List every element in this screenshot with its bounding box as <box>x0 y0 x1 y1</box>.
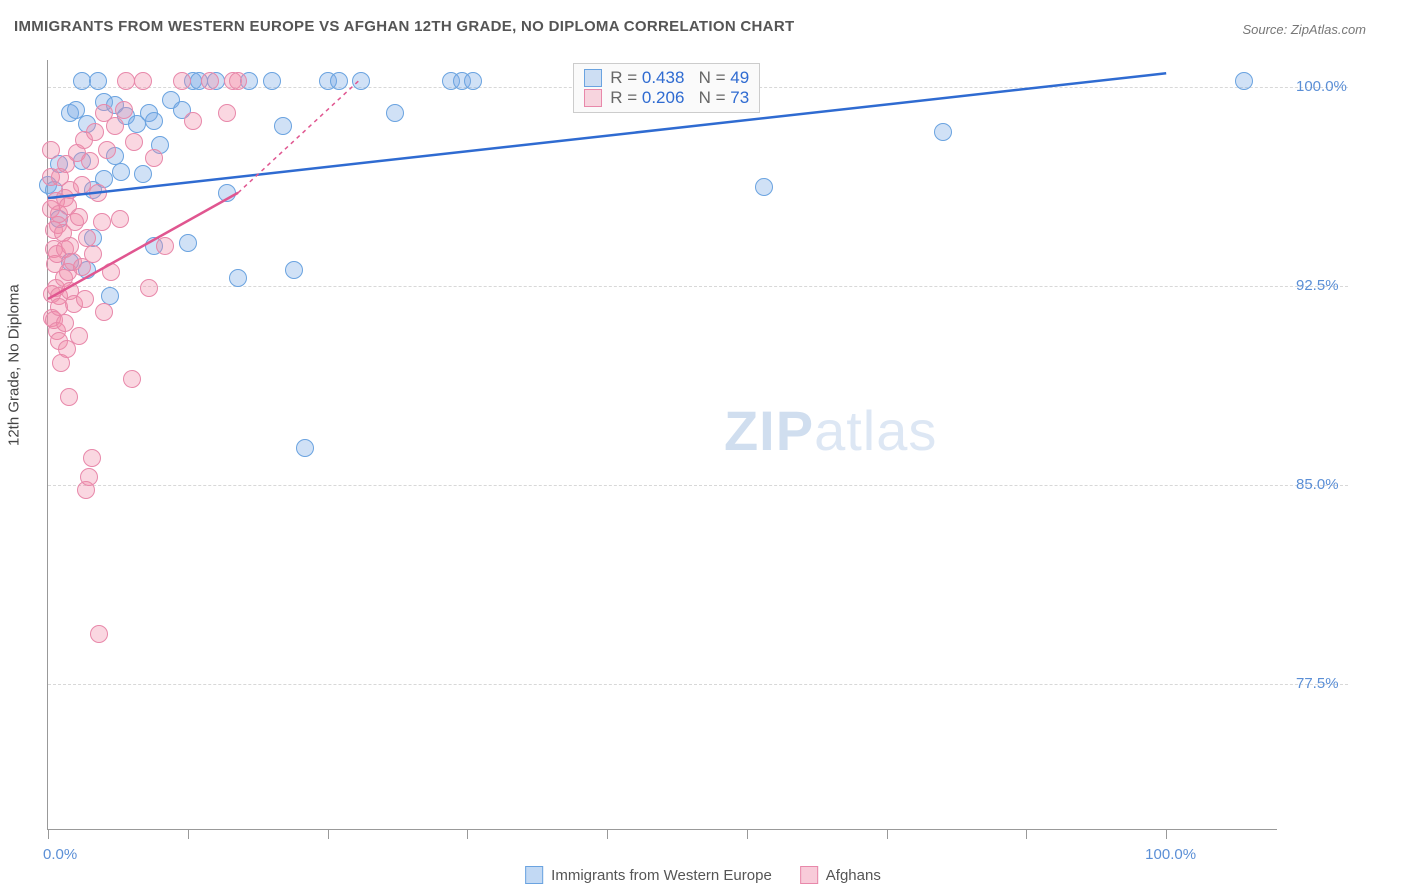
point-series-b <box>86 123 104 141</box>
x-tick-label-min: 0.0% <box>43 846 77 863</box>
point-series-b <box>80 468 98 486</box>
point-series-b <box>140 279 158 297</box>
point-series-b <box>218 104 236 122</box>
stats-text: R = 0.206 N = 73 <box>610 88 749 108</box>
point-series-b <box>60 388 78 406</box>
legend-label-a: Immigrants from Western Europe <box>551 867 772 884</box>
point-series-a <box>145 112 163 130</box>
grid-line <box>48 684 1348 685</box>
x-tick <box>48 829 49 839</box>
point-series-b <box>201 72 219 90</box>
point-series-b <box>76 290 94 308</box>
point-series-a <box>179 234 197 252</box>
point-series-b <box>95 303 113 321</box>
point-series-b <box>123 370 141 388</box>
legend-swatch-a <box>525 866 543 884</box>
point-series-b <box>81 152 99 170</box>
x-tick <box>467 829 468 839</box>
point-series-a <box>274 117 292 135</box>
point-series-b <box>84 245 102 263</box>
point-series-a <box>229 269 247 287</box>
stats-swatch <box>584 69 602 87</box>
y-axis-title: 12th Grade, No Diploma <box>6 284 23 446</box>
point-series-b <box>70 327 88 345</box>
point-series-a <box>73 72 91 90</box>
point-series-a <box>934 123 952 141</box>
stats-row: R = 0.438 N = 49 <box>584 68 749 88</box>
plot-area: ZIPatlas 77.5%85.0%92.5%100.0%R = 0.438 … <box>47 60 1277 830</box>
point-series-a <box>464 72 482 90</box>
point-series-a <box>386 104 404 122</box>
y-tick-label: 85.0% <box>1296 476 1339 493</box>
legend-swatch-b <box>800 866 818 884</box>
grid-line <box>48 485 1348 486</box>
chart-title: IMMIGRANTS FROM WESTERN EUROPE VS AFGHAN… <box>14 18 794 35</box>
legend-item-series-a: Immigrants from Western Europe <box>525 866 772 884</box>
watermark-atlas: atlas <box>814 399 937 462</box>
point-series-b <box>117 72 135 90</box>
point-series-b <box>125 133 143 151</box>
y-tick-label: 92.5% <box>1296 277 1339 294</box>
stats-swatch <box>584 89 602 107</box>
point-series-b <box>115 101 133 119</box>
legend-bottom: Immigrants from Western Europe Afghans <box>525 866 881 884</box>
point-series-b <box>134 72 152 90</box>
point-series-a <box>330 72 348 90</box>
trend-lines <box>48 60 1278 830</box>
stats-row: R = 0.206 N = 73 <box>584 88 749 108</box>
point-series-b <box>111 210 129 228</box>
point-series-b <box>73 176 91 194</box>
point-series-b <box>89 184 107 202</box>
point-series-b <box>229 72 247 90</box>
point-series-b <box>42 141 60 159</box>
x-tick-label-max: 100.0% <box>1145 846 1196 863</box>
point-series-b <box>156 237 174 255</box>
point-series-a <box>296 439 314 457</box>
legend-label-b: Afghans <box>826 867 881 884</box>
point-series-a <box>218 184 236 202</box>
chart-container: IMMIGRANTS FROM WESTERN EUROPE VS AFGHAN… <box>0 0 1406 892</box>
source-label: Source: ZipAtlas.com <box>1242 22 1366 37</box>
point-series-b <box>70 208 88 226</box>
point-series-a <box>89 72 107 90</box>
x-tick <box>328 829 329 839</box>
watermark: ZIPatlas <box>724 398 937 463</box>
x-tick <box>1166 829 1167 839</box>
point-series-a <box>1235 72 1253 90</box>
point-series-b <box>90 625 108 643</box>
point-series-a <box>755 178 773 196</box>
stats-text: R = 0.438 N = 49 <box>610 68 749 88</box>
point-series-b <box>83 449 101 467</box>
point-series-b <box>102 263 120 281</box>
stats-legend: R = 0.438 N = 49R = 0.206 N = 73 <box>573 63 760 113</box>
point-series-b <box>98 141 116 159</box>
point-series-a <box>112 163 130 181</box>
point-series-b <box>173 72 191 90</box>
watermark-zip: ZIP <box>724 399 814 462</box>
y-tick-label: 77.5% <box>1296 675 1339 692</box>
point-series-a <box>285 261 303 279</box>
y-tick-label: 100.0% <box>1296 78 1347 95</box>
x-tick <box>1026 829 1027 839</box>
x-tick <box>887 829 888 839</box>
point-series-a <box>263 72 281 90</box>
point-series-b <box>106 117 124 135</box>
x-tick <box>747 829 748 839</box>
point-series-b <box>184 112 202 130</box>
point-series-b <box>93 213 111 231</box>
point-series-b <box>145 149 163 167</box>
x-tick <box>607 829 608 839</box>
point-series-a <box>352 72 370 90</box>
legend-item-series-b: Afghans <box>800 866 881 884</box>
point-series-b <box>56 314 74 332</box>
grid-line <box>48 286 1348 287</box>
point-series-a <box>134 165 152 183</box>
x-tick <box>188 829 189 839</box>
